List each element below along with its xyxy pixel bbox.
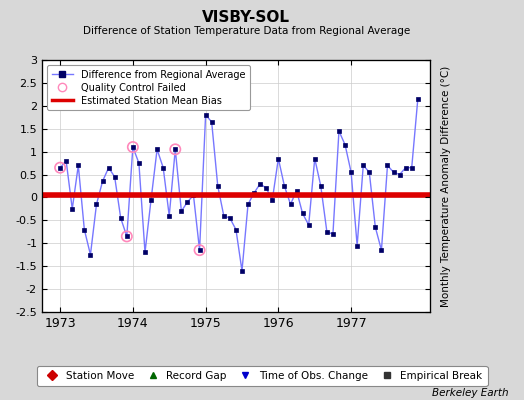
- Text: VISBY-SOL: VISBY-SOL: [202, 10, 290, 25]
- Point: [195, 247, 204, 253]
- Legend: Station Move, Record Gap, Time of Obs. Change, Empirical Break: Station Move, Record Gap, Time of Obs. C…: [37, 366, 487, 386]
- Y-axis label: Monthly Temperature Anomaly Difference (°C): Monthly Temperature Anomaly Difference (…: [442, 65, 452, 307]
- Point: [56, 164, 64, 171]
- Text: Difference of Station Temperature Data from Regional Average: Difference of Station Temperature Data f…: [83, 26, 410, 36]
- Text: Berkeley Earth: Berkeley Earth: [432, 388, 508, 398]
- Point: [123, 233, 131, 240]
- Legend: Difference from Regional Average, Quality Control Failed, Estimated Station Mean: Difference from Regional Average, Qualit…: [47, 65, 250, 110]
- Point: [171, 146, 179, 152]
- Point: [129, 144, 137, 150]
